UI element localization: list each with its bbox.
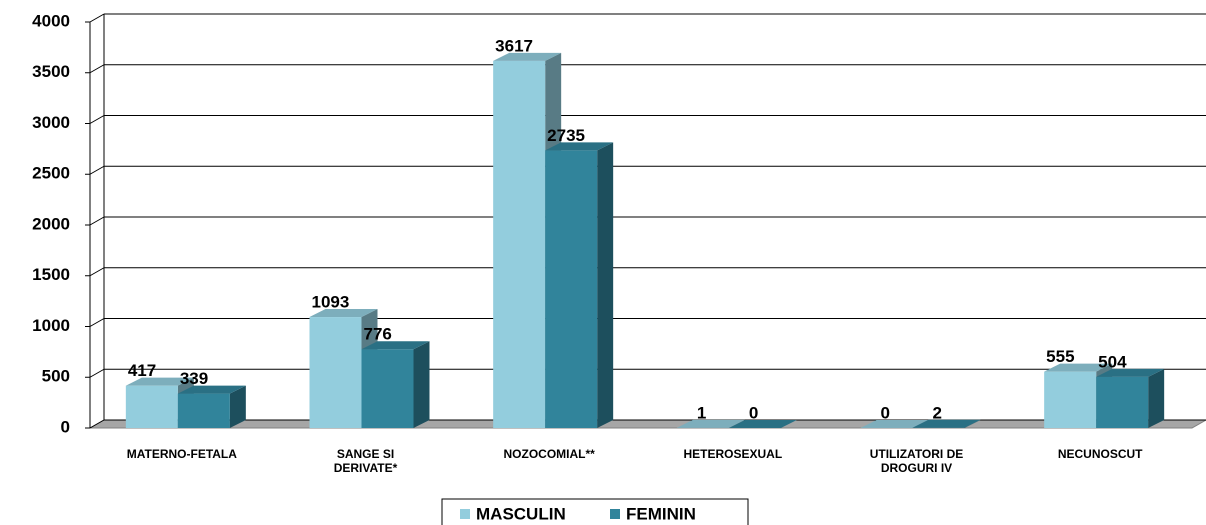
y-tick-label: 3000	[32, 113, 70, 132]
x-tick-label: HETEROSEXUAL	[683, 447, 783, 461]
bar-top	[177, 385, 246, 394]
x-tick-label: NOZOCOMIAL**	[503, 447, 595, 461]
legend-label: FEMININ	[626, 504, 696, 523]
grid-line	[89, 368, 105, 378]
bar-top	[1096, 368, 1165, 377]
x-tick-label: SANGE SI DERIVATE*	[333, 447, 398, 475]
grid-line	[89, 115, 105, 124]
bar-top	[493, 52, 562, 61]
bar-side	[597, 142, 614, 428]
data-label: 2735	[547, 126, 585, 145]
legend-box	[441, 498, 749, 525]
bar	[545, 150, 598, 428]
data-label: 776	[364, 325, 392, 344]
bar-top	[912, 419, 981, 428]
data-label: 3617	[495, 36, 533, 55]
x-tick-label: MATERNO-FETALA	[126, 447, 237, 461]
grid-line	[89, 318, 105, 327]
y-tick-label: 2000	[32, 214, 70, 233]
grid-line	[89, 216, 105, 226]
grid-line	[89, 267, 105, 277]
data-label: 2	[933, 403, 942, 422]
legend-label: MASCULIN	[476, 504, 566, 523]
bar-top	[676, 419, 745, 428]
bar-top	[361, 341, 430, 350]
bar-side	[728, 419, 745, 428]
data-label: 1093	[312, 293, 350, 312]
bar-top	[309, 309, 378, 318]
bar-side	[413, 341, 430, 428]
bar-side	[229, 385, 246, 428]
x-tick-label: UTILIZATORI DE DROGURI IV	[869, 447, 964, 475]
y-tick-label: 500	[42, 367, 70, 386]
bar	[1096, 376, 1149, 428]
bar-side	[964, 419, 981, 428]
data-label: 0	[881, 403, 890, 422]
grid-line	[89, 419, 105, 429]
bar-top	[860, 420, 929, 428]
data-label: 417	[128, 361, 156, 380]
data-label: 504	[1098, 352, 1127, 371]
y-tick-label: 1000	[32, 316, 70, 335]
bar	[309, 317, 362, 428]
grid-line	[89, 165, 105, 175]
legend-swatch	[610, 509, 620, 519]
data-label: 555	[1046, 347, 1074, 366]
y-tick-label: 2500	[32, 164, 70, 183]
bar-top	[728, 420, 797, 428]
bar-top	[1044, 363, 1113, 372]
bar	[361, 349, 414, 428]
bar	[493, 60, 546, 428]
y-tick-label: 0	[61, 417, 70, 436]
data-label: 339	[180, 369, 208, 388]
grid-line	[89, 13, 105, 23]
data-label: 1	[697, 403, 706, 422]
bar	[1044, 371, 1097, 428]
bar	[177, 393, 230, 428]
bar-top	[545, 142, 614, 151]
y-tick-label: 1500	[32, 265, 70, 284]
grid-line	[89, 64, 105, 74]
floor	[88, 419, 1206, 429]
bar-top	[125, 377, 194, 386]
y-tick-label: 3500	[32, 62, 70, 81]
bar-side	[1148, 368, 1165, 428]
legend-swatch	[460, 509, 470, 519]
data-label: 0	[749, 403, 758, 422]
bar	[125, 385, 178, 428]
x-tick-label: NECUNOSCUT	[1057, 447, 1143, 461]
y-tick-label: 4000	[32, 11, 70, 30]
